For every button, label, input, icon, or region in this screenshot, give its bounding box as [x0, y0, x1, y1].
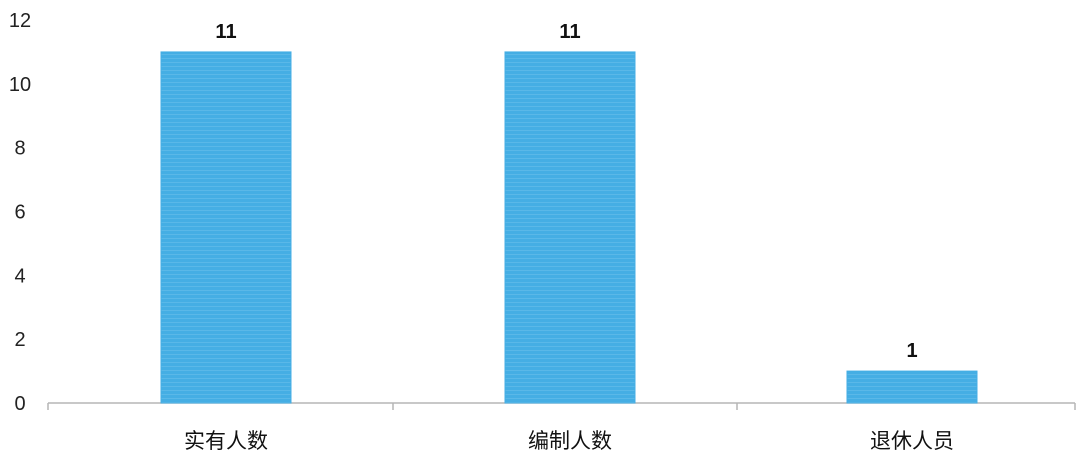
bar	[504, 51, 636, 404]
y-tick-label: 4	[14, 265, 25, 287]
y-tick-label: 10	[9, 74, 31, 96]
y-tick-label: 0	[14, 393, 25, 415]
bar	[160, 51, 292, 404]
y-tick-label: 2	[14, 329, 25, 351]
category-labels: 实有人数 编制人数 退休人员	[184, 429, 954, 453]
y-tick-label: 6	[14, 202, 25, 224]
category-label: 编制人数	[528, 429, 612, 453]
data-label: 1	[906, 340, 917, 362]
y-tick-label: 12	[9, 10, 31, 32]
data-label: 11	[559, 21, 580, 43]
category-label: 实有人数	[184, 429, 268, 453]
category-label: 退休人员	[870, 429, 954, 453]
bar	[846, 370, 978, 404]
data-label: 11	[215, 21, 236, 43]
y-axis: 0 2 4 6 8 10 12	[9, 10, 31, 415]
data-labels: 11 111	[215, 21, 917, 362]
x-axis	[47, 402, 1076, 410]
bars	[160, 51, 978, 404]
y-tick-label: 8	[14, 138, 25, 160]
